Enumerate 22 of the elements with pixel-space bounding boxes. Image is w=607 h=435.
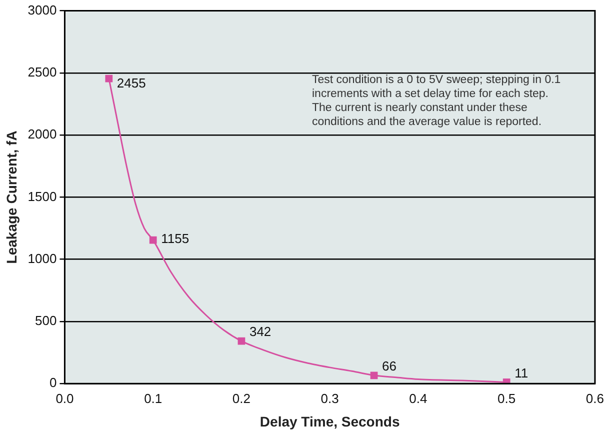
y-tick-label: 1000 — [28, 250, 57, 266]
data-label: 2455 — [116, 76, 146, 91]
y-tick-label: 2000 — [28, 126, 57, 142]
y-axis-title: Leakage Current, fA — [3, 130, 20, 264]
x-tick-label: 0.1 — [144, 390, 162, 406]
x-tick-label: 0.4 — [409, 390, 428, 406]
x-tick-label: 0.3 — [320, 390, 339, 406]
x-tick-label: 0.6 — [586, 390, 604, 406]
y-tick-label: 3000 — [28, 2, 57, 18]
y-tick-label: 0 — [49, 375, 57, 390]
y-tick-label: 2500 — [28, 64, 57, 80]
y-tick-label: 1500 — [28, 188, 57, 204]
x-tick-label: 0.0 — [56, 390, 74, 406]
data-label: 342 — [249, 324, 272, 340]
data-label: 66 — [382, 358, 396, 374]
x-axis-title: Delay Time, Seconds — [260, 413, 400, 430]
data-label: 11 — [514, 365, 528, 380]
annotation: Test condition is a 0 to 5V sweep; stepping in 0.1 increments with a set delay time for each step. The current is nearly constant under these conditions and the average value is reported. — [312, 73, 562, 129]
x-tick-label: 0.2 — [232, 390, 251, 406]
x-tick-label: 0.5 — [498, 390, 516, 406]
y-tick-label: 500 — [35, 313, 57, 328]
data-label: 1155 — [161, 231, 190, 246]
